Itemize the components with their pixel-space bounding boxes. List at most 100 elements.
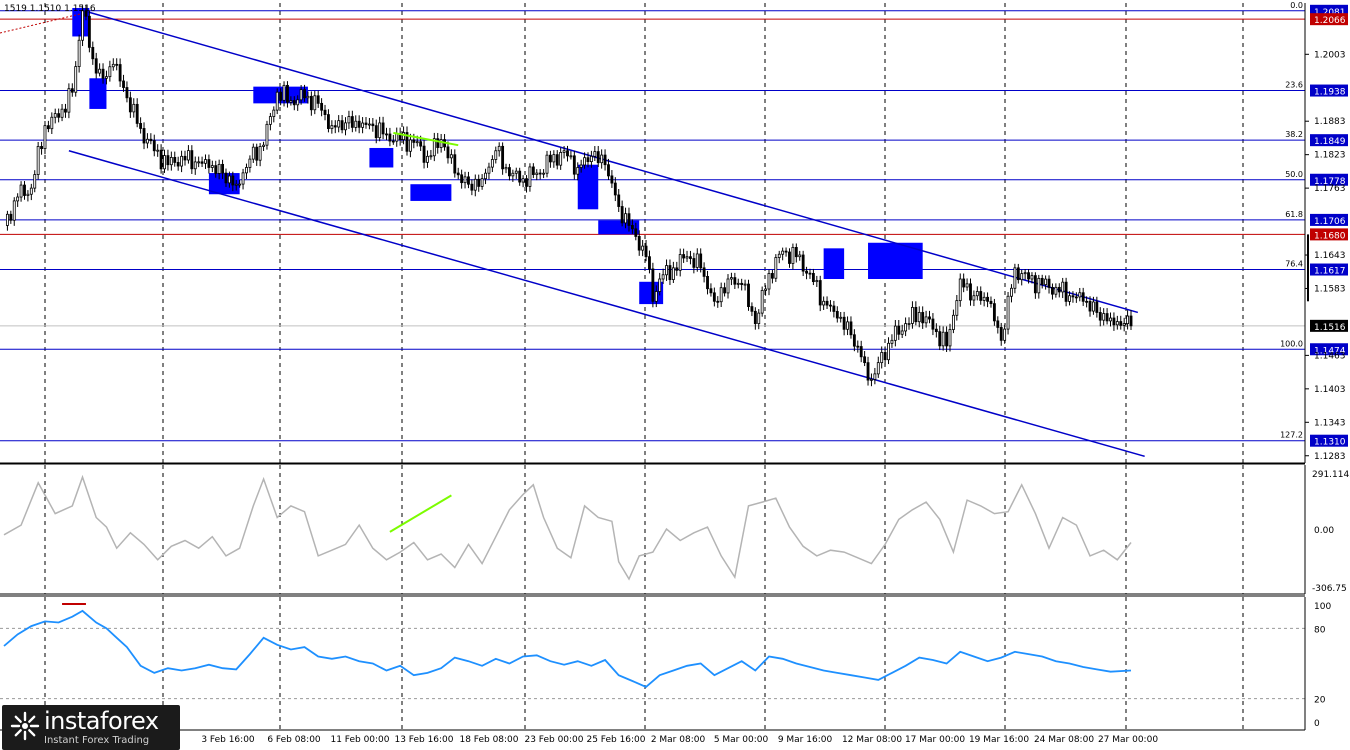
candle-body-24 xyxy=(84,10,88,17)
x-label-0: 3 Feb 16:00 xyxy=(201,735,255,745)
candle-170 xyxy=(583,152,587,169)
candle-body-206 xyxy=(706,275,709,290)
candle-176 xyxy=(603,149,607,171)
candle-body-279 xyxy=(955,300,959,316)
candle-body-165 xyxy=(566,150,569,157)
candle-body-327 xyxy=(1119,321,1123,326)
candle-body-175 xyxy=(600,154,604,164)
candle-body-280 xyxy=(958,278,962,302)
candle-body-310 xyxy=(1061,281,1065,293)
candle-body-224 xyxy=(767,273,771,290)
candle-body-32 xyxy=(111,63,115,68)
candle-278 xyxy=(951,309,955,334)
candle-body-234 xyxy=(801,254,805,272)
candle-body-104 xyxy=(357,120,361,128)
candle-body-211 xyxy=(723,287,727,294)
candle-body-263 xyxy=(900,330,904,335)
candle-286 xyxy=(979,286,983,305)
candle-body-262 xyxy=(897,325,901,335)
candle-body-74 xyxy=(255,146,259,161)
candle-253 xyxy=(866,356,870,386)
candle-212 xyxy=(726,274,730,299)
candle-body-107 xyxy=(367,123,371,126)
candle-179 xyxy=(613,177,617,202)
candle-207 xyxy=(709,283,713,297)
candle-309 xyxy=(1057,283,1061,298)
candle-227 xyxy=(777,250,781,264)
candle-245 xyxy=(839,311,843,323)
candle-body-120 xyxy=(412,139,416,143)
candle-209 xyxy=(716,296,720,308)
candle-162 xyxy=(555,150,559,170)
candle-90 xyxy=(309,91,313,116)
candle-body-115 xyxy=(395,133,399,142)
candle-body-145 xyxy=(497,145,501,152)
candle-body-162 xyxy=(555,154,559,166)
candle-60 xyxy=(207,154,211,174)
candle-body-97 xyxy=(333,125,337,128)
x-label-4: 18 Feb 08:00 xyxy=(459,735,518,745)
candle-2 xyxy=(9,210,13,224)
candle-283 xyxy=(969,278,972,306)
candle-255 xyxy=(873,367,877,385)
candle-body-281 xyxy=(962,278,966,288)
candle-body-103 xyxy=(354,120,358,128)
red-tag-1 xyxy=(1310,228,1348,241)
candle-body-143 xyxy=(490,159,494,168)
candle-body-251 xyxy=(859,346,863,358)
red-price-1: 1.1680 xyxy=(1314,231,1346,241)
candle-99 xyxy=(340,115,344,134)
candle-43 xyxy=(149,133,153,145)
candle-body-12 xyxy=(43,125,47,150)
candle-body-238 xyxy=(815,280,819,283)
fib-price-38.2: 1.1849 xyxy=(1314,137,1346,147)
candle-48 xyxy=(166,149,170,171)
candle-45 xyxy=(156,144,160,157)
candle-body-83 xyxy=(286,84,289,103)
candle-315 xyxy=(1078,287,1082,302)
candle-185 xyxy=(634,222,638,241)
candle-257 xyxy=(880,346,884,369)
candle-98 xyxy=(337,115,341,133)
candle-229 xyxy=(784,247,788,257)
candle-318 xyxy=(1088,296,1092,317)
candle-115 xyxy=(395,127,399,147)
candle-body-169 xyxy=(579,164,583,168)
candle-304 xyxy=(1040,274,1044,289)
candle-282 xyxy=(965,278,969,291)
candle-261 xyxy=(893,320,897,347)
candle-274 xyxy=(938,325,942,351)
candle-258 xyxy=(883,346,887,366)
candle-body-286 xyxy=(979,291,983,301)
candle-body-105 xyxy=(361,122,365,128)
candle-244 xyxy=(835,306,839,323)
x-label-10: 12 Mar 08:00 xyxy=(842,735,902,745)
candle-9 xyxy=(33,170,37,193)
candle-139 xyxy=(477,174,481,192)
candle-body-6 xyxy=(23,184,26,196)
candle-248 xyxy=(849,316,853,339)
candle-250 xyxy=(856,340,860,353)
candle-143 xyxy=(490,155,494,173)
indicators xyxy=(0,131,1305,700)
candle-body-215 xyxy=(736,282,740,285)
candle-101 xyxy=(347,110,351,129)
candle-body-57 xyxy=(197,161,201,164)
candle-190 xyxy=(651,262,655,308)
candle-body-178 xyxy=(610,175,614,184)
candle-26 xyxy=(91,41,95,65)
candle-body-71 xyxy=(245,167,248,174)
candle-body-210 xyxy=(719,287,723,303)
candle-61 xyxy=(210,160,214,173)
candle-222 xyxy=(760,286,764,317)
red-tag-0 xyxy=(1310,13,1348,26)
candle-body-187 xyxy=(641,245,645,251)
candle-body-192 xyxy=(658,278,662,292)
candle-154 xyxy=(528,163,532,192)
candle-203 xyxy=(695,248,699,272)
candle-body-151 xyxy=(518,170,522,183)
candle-279 xyxy=(955,294,959,321)
candle-168 xyxy=(576,162,580,181)
